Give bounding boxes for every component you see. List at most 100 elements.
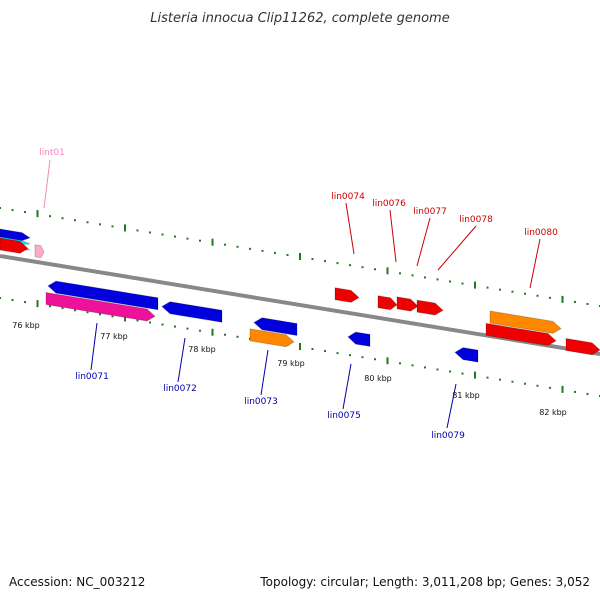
track-tick	[49, 215, 51, 218]
track-tick	[99, 313, 101, 316]
track-tick	[336, 352, 339, 355]
gene-arrow	[416, 299, 444, 316]
track-tick	[486, 286, 489, 289]
track-tick	[511, 290, 514, 293]
callout-line	[342, 363, 352, 410]
track-tick	[361, 266, 364, 269]
track-tick	[411, 364, 414, 367]
track-tick	[474, 371, 476, 379]
track-tick	[461, 372, 464, 375]
track-tick	[86, 311, 89, 314]
gene-label-lin0073: lin0073	[244, 397, 278, 407]
track-tick	[236, 335, 239, 338]
track-tick	[0, 207, 1, 209]
track-tick	[536, 384, 539, 387]
track-tick	[124, 314, 126, 322]
track-tick	[349, 264, 351, 267]
callout-line	[446, 383, 457, 429]
gene-label-lin0071: lin0071	[75, 372, 109, 382]
track-tick	[236, 245, 239, 248]
gene-label-lin0076: lin0076	[372, 199, 406, 209]
track-tick	[336, 262, 339, 265]
track-tick	[499, 288, 501, 291]
track-tick	[449, 370, 451, 373]
track-tick	[111, 315, 114, 318]
gene-label-lin0079: lin0079	[431, 431, 465, 441]
track-tick	[436, 368, 439, 371]
track-tick	[124, 224, 126, 232]
track-tick	[436, 278, 439, 281]
accession-text: Accession: NC_003212	[9, 575, 146, 589]
track-tick	[74, 219, 76, 222]
track-tick	[36, 210, 39, 218]
kbp-scale: 76 kbp 77 kbp 78 kbp 79 kbp 80 kbp 81 kbp 82 k…	[12, 321, 567, 417]
gene-callouts: lint01 lin0074 lin0076 lin0077 lin0078 lin008…	[39, 148, 558, 441]
track-tick	[586, 392, 589, 395]
track-tick	[136, 229, 139, 232]
track-tick	[524, 292, 526, 295]
track-tick	[24, 211, 26, 214]
track-tick	[186, 327, 189, 330]
gene-arrow	[396, 296, 419, 312]
gene-label-lin0080: lin0080	[524, 228, 558, 238]
gene-arrow	[334, 287, 360, 303]
track-tick	[186, 237, 189, 240]
track-tick	[374, 268, 376, 271]
gene-label-lin0075: lin0075	[327, 411, 361, 421]
track-tick	[586, 302, 589, 305]
track-tick	[224, 243, 226, 246]
track-tick	[311, 348, 314, 351]
track-tick	[211, 238, 214, 246]
map-title: Listeria innocua Clip11262, complete gen…	[150, 11, 449, 26]
track-tick	[149, 231, 151, 234]
track-tick	[386, 267, 389, 275]
track-tick	[549, 296, 551, 299]
gene-label-lin0072: lin0072	[163, 384, 197, 394]
track-tick	[261, 249, 264, 252]
track-tick	[61, 217, 64, 220]
topology-text: Topology: circular; Length: 3,011,208 bp…	[260, 575, 590, 589]
track-tick	[299, 253, 301, 260]
callout-line	[529, 238, 541, 289]
track-tick	[424, 276, 426, 279]
kbp-tick-label: 79 kbp	[277, 359, 305, 368]
kbp-tick-label: 81 kbp	[452, 391, 480, 400]
track-tick	[274, 251, 276, 254]
kbp-tick-label: 78 kbp	[188, 345, 216, 354]
track-tick	[149, 321, 151, 324]
gene-arrow	[454, 347, 479, 363]
gene-arrow	[565, 337, 600, 356]
track-tick	[49, 305, 51, 308]
track-tick	[161, 323, 164, 326]
gene-arrow	[0, 237, 29, 254]
callout-line	[260, 349, 269, 396]
gene-label-lint01: lint01	[39, 148, 65, 158]
callout-line	[437, 225, 477, 271]
track-tick	[24, 301, 26, 304]
gene-label-lin0077: lin0077	[413, 207, 447, 217]
kbp-tick-label: 76 kbp	[12, 321, 40, 330]
track-tick	[324, 350, 326, 353]
track-tick	[549, 386, 551, 389]
track-tick	[511, 380, 514, 383]
track-tick	[411, 274, 414, 277]
tick-tracks	[0, 207, 600, 397]
track-tick	[561, 295, 564, 303]
callout-line	[416, 217, 431, 267]
track-tick	[199, 329, 201, 332]
track-tick	[536, 294, 539, 297]
kbp-tick-label: 80 kbp	[364, 374, 392, 383]
track-tick	[249, 247, 251, 250]
track-tick	[11, 209, 14, 212]
track-tick	[211, 328, 214, 336]
track-tick	[574, 300, 576, 303]
track-tick	[524, 382, 526, 385]
track-tick	[449, 280, 451, 283]
gene-arrow	[253, 317, 298, 337]
track-tick	[11, 299, 14, 302]
callout-line	[90, 322, 98, 371]
track-tick	[224, 333, 226, 336]
track-tick	[461, 282, 464, 285]
callout-line	[43, 159, 51, 209]
